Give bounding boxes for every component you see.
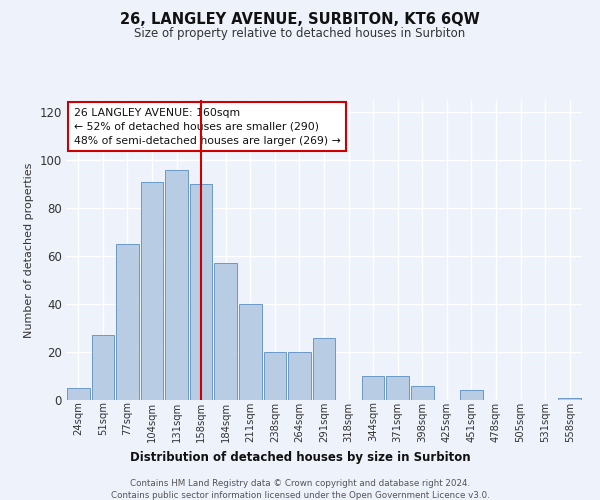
Text: 26 LANGLEY AVENUE: 160sqm
← 52% of detached houses are smaller (290)
48% of semi: 26 LANGLEY AVENUE: 160sqm ← 52% of detac… <box>74 108 340 146</box>
Text: Distribution of detached houses by size in Surbiton: Distribution of detached houses by size … <box>130 451 470 464</box>
Bar <box>559 398 581 400</box>
Bar <box>214 263 237 400</box>
Bar <box>411 386 434 400</box>
Bar <box>288 352 311 400</box>
Bar <box>116 244 139 400</box>
Bar <box>140 182 163 400</box>
Text: Contains public sector information licensed under the Open Government Licence v3: Contains public sector information licen… <box>110 490 490 500</box>
Text: Size of property relative to detached houses in Surbiton: Size of property relative to detached ho… <box>134 28 466 40</box>
Bar <box>386 376 409 400</box>
Bar <box>165 170 188 400</box>
Bar <box>190 184 212 400</box>
Bar <box>263 352 286 400</box>
Text: 26, LANGLEY AVENUE, SURBITON, KT6 6QW: 26, LANGLEY AVENUE, SURBITON, KT6 6QW <box>120 12 480 28</box>
Bar <box>92 335 114 400</box>
Bar <box>239 304 262 400</box>
Bar <box>362 376 385 400</box>
Bar <box>67 388 89 400</box>
Bar <box>460 390 483 400</box>
Bar <box>313 338 335 400</box>
Y-axis label: Number of detached properties: Number of detached properties <box>24 162 34 338</box>
Text: Contains HM Land Registry data © Crown copyright and database right 2024.: Contains HM Land Registry data © Crown c… <box>130 480 470 488</box>
